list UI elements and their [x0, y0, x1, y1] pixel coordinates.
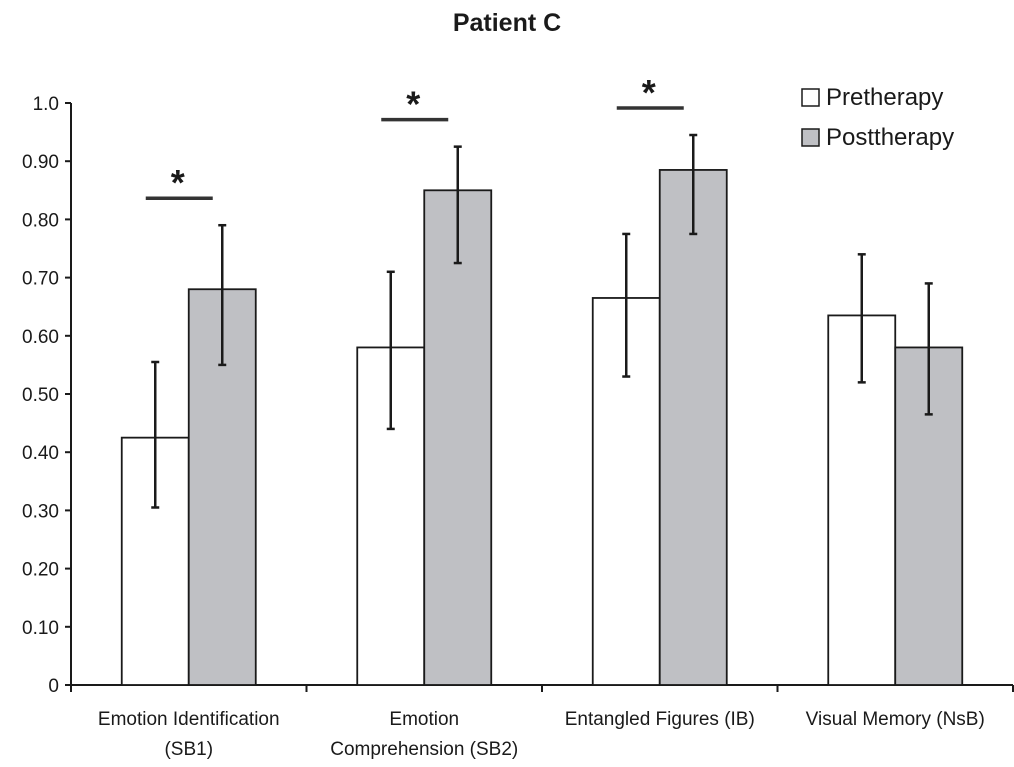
legend-swatch-pretherapy — [801, 88, 820, 107]
significance-star: * — [642, 72, 656, 113]
x-category-label: Emotion — [389, 709, 459, 730]
x-category-label: Entangled Figures (IB) — [565, 709, 755, 730]
y-tick-label: 0.30 — [22, 501, 59, 522]
legend-label-pretherapy: Pretherapy — [826, 84, 943, 111]
y-tick-label: 0.20 — [22, 560, 59, 581]
x-category-label: Comprehension (SB2) — [330, 739, 518, 760]
chart-title: Patient C — [453, 9, 561, 37]
significance-markers: * * * — [145, 72, 684, 203]
y-tick-label: 0 — [48, 676, 59, 697]
y-tick-label: 0.10 — [22, 618, 59, 639]
axes: 0 0.10 0.20 0.30 0.40 0.50 0.60 0.70 0.80 0.90 1.0… — [22, 94, 1014, 760]
x-category-label: Visual Memory (NsB) — [806, 709, 985, 730]
bar-posttherapy — [658, 169, 728, 686]
bars — [120, 169, 964, 686]
y-tick-label: 0.80 — [22, 210, 59, 231]
x-category-label: Emotion Identification — [98, 709, 280, 730]
y-tick-label: 1.0 — [33, 94, 59, 115]
legend-swatch-posttherapy — [801, 128, 820, 147]
y-tick-label: 0.90 — [22, 152, 59, 173]
x-category-label: (SB1) — [164, 739, 213, 760]
significance-star: * — [171, 162, 185, 203]
legend: Pretherapy Posttherapy — [801, 84, 954, 151]
significance-star: * — [406, 84, 420, 125]
bar-posttherapy — [423, 189, 493, 686]
y-tick-label: 0.70 — [22, 269, 59, 290]
y-tick-label: 0.40 — [22, 443, 59, 464]
error-bars — [151, 133, 933, 509]
y-tick-label: 0.60 — [22, 327, 59, 348]
legend-label-posttherapy: Posttherapy — [826, 124, 954, 151]
y-tick-label: 0.50 — [22, 385, 59, 406]
